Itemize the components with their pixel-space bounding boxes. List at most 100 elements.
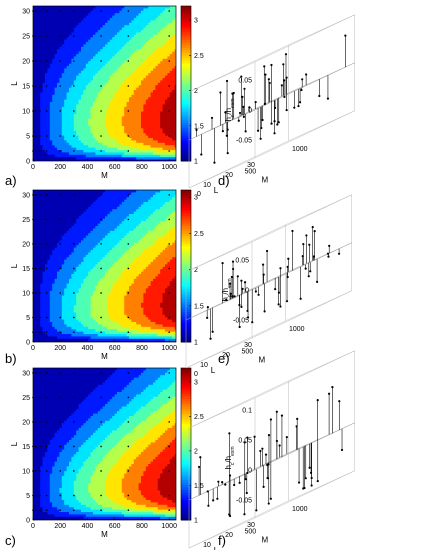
colorbar-segment (181, 142, 191, 146)
sample-point (59, 135, 62, 137)
colorbar-segment (181, 243, 191, 247)
sample-point (73, 85, 75, 87)
stem-point (228, 282, 232, 285)
colorbar-segment (181, 70, 191, 74)
y-tick-label: 20 (22, 419, 30, 426)
sample-point (127, 150, 130, 152)
stem-point (328, 244, 331, 247)
y-tick-label: 15 (22, 444, 30, 451)
stem-point (200, 153, 203, 156)
stem-point (276, 123, 279, 126)
M-tick-label: 500 (245, 169, 257, 176)
colorbar-segment (181, 39, 191, 43)
sample-point (59, 292, 62, 294)
sample-point (168, 292, 170, 294)
x-tick-label: 800 (136, 345, 148, 352)
colorbar-segment (181, 406, 191, 410)
stem-point (267, 502, 270, 505)
colorbar-segment (181, 86, 191, 90)
box-edge (288, 350, 355, 381)
stem-point (246, 316, 250, 319)
colorbar-segment (181, 31, 191, 35)
sample-point (39, 60, 41, 62)
sample-point (45, 150, 48, 152)
stem-point (301, 78, 304, 81)
colorbar-segment (181, 47, 191, 51)
M-axis-label: M (262, 535, 269, 544)
sample-point (34, 445, 37, 448)
colorbar-segment (181, 426, 191, 430)
colorbar-tick-label: 1 (194, 340, 198, 347)
y-tick-label: 30 (22, 9, 30, 16)
colorbar-segment (181, 235, 191, 239)
colorbar-segment (181, 210, 191, 214)
L-tick-label: 30 (244, 342, 252, 349)
sample-point (34, 243, 37, 245)
contour-field (33, 190, 176, 342)
y-tick-label: 15 (22, 266, 30, 273)
colorbar-segment (181, 145, 191, 149)
colorbar-segment (181, 436, 191, 440)
sample-point (59, 110, 62, 112)
sample-point (168, 421, 170, 423)
stem-point (285, 76, 288, 79)
stem-point (206, 305, 209, 309)
colorbar-segment (181, 512, 191, 516)
stem-point (243, 87, 246, 90)
sample-point (127, 331, 130, 333)
colorbar-segment (181, 484, 191, 488)
stem-point (274, 288, 277, 291)
M-tick-label: 500 (245, 529, 257, 536)
L-tick-label: 20 (225, 172, 233, 179)
stem-point (195, 128, 198, 131)
x-tick-label: 0 (31, 523, 35, 530)
y-tick-label: 5 (26, 134, 30, 141)
colorbar-tick-label: 2.5 (194, 53, 204, 60)
z-tick-label: 0.05 (238, 78, 252, 85)
colorbar-segment (181, 26, 191, 30)
sample-point (39, 509, 41, 511)
sample-point (100, 110, 102, 112)
stem-point (301, 255, 304, 258)
colorbar-segment (181, 137, 191, 141)
zero-plane (188, 62, 355, 141)
stem-point (312, 255, 315, 258)
sample-point (73, 267, 75, 270)
box-edge (188, 44, 289, 93)
colorbar-segment (181, 268, 191, 272)
x-tick-label: 800 (136, 164, 148, 171)
stem-point (264, 73, 267, 76)
sample-point (73, 509, 75, 511)
stem-point (270, 122, 273, 125)
contour-field (33, 6, 176, 161)
M-tick-label: 1000 (292, 146, 308, 153)
box-edge (285, 194, 352, 225)
x-tick-label: 600 (109, 164, 121, 171)
colorbar-segment (181, 487, 191, 491)
y-axis-label: L (10, 81, 19, 86)
sample-point (59, 421, 62, 423)
sample-point (127, 60, 130, 62)
colorbar-segment (181, 78, 191, 82)
colorbar-segment (181, 245, 191, 249)
sample-point (100, 243, 102, 245)
colorbar-tick-label: 2.5 (194, 414, 204, 421)
colorbar-segment (181, 393, 191, 397)
sample-point (34, 396, 37, 399)
stem-point (207, 504, 210, 507)
sample-point (127, 494, 130, 497)
sample-point (34, 316, 37, 319)
colorbar-segment (181, 127, 191, 131)
stem-point (212, 499, 215, 502)
sample-point (73, 372, 75, 374)
stem-point (259, 449, 262, 453)
sample-point (73, 135, 75, 137)
stem-point (244, 478, 247, 481)
sample-point (34, 331, 37, 333)
colorbar-segment (181, 471, 191, 475)
L-tick-label: 10 (203, 542, 211, 549)
sample-point (45, 509, 48, 511)
colorbar-segment (181, 494, 191, 498)
y-tick-label: 20 (22, 59, 30, 66)
stem-point (277, 291, 281, 294)
